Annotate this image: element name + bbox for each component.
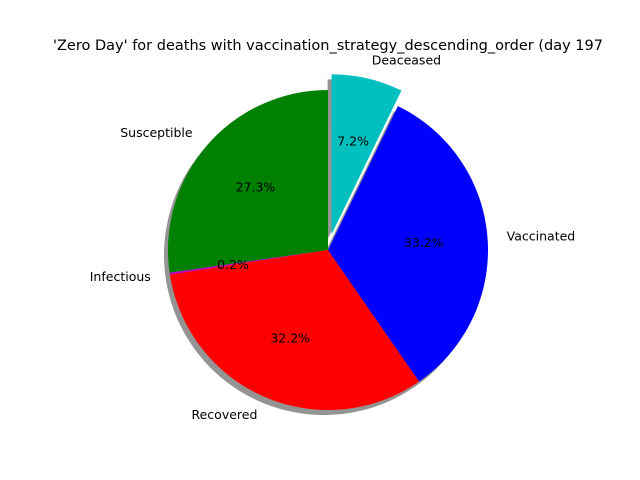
slice-deaceased: [331, 74, 402, 235]
percent-label-susceptible: 27.3%: [236, 180, 276, 195]
percent-labels: 27.3% 0.2% 32.2% 33.2% 7.2%: [217, 133, 444, 345]
percent-label-vaccinated: 33.2%: [404, 235, 444, 250]
slice-recovered: [169, 250, 420, 411]
slice-label-vaccinated: Vaccinated: [507, 229, 576, 244]
percent-label-infectious: 0.2%: [217, 257, 249, 272]
chart-title: 'Zero Day' for deaths with vaccination_s…: [53, 38, 603, 54]
slice-vaccinated: [328, 106, 488, 382]
pie-slices: [167, 74, 488, 411]
percent-label-recovered: 32.2%: [270, 331, 310, 346]
slice-label-recovered: Recovered: [191, 407, 257, 422]
slice-susceptible: [167, 90, 328, 273]
percent-label-deaceased: 7.2%: [337, 133, 369, 148]
slice-label-infectious: Infectious: [90, 269, 151, 284]
slice-infectious: [169, 250, 328, 275]
slice-labels: Susceptible Infectious Recovered Vaccinated…: [90, 52, 575, 422]
slice-label-susceptible: Susceptible: [120, 125, 193, 140]
slice-label-deaceased: Deaceased: [372, 52, 441, 67]
